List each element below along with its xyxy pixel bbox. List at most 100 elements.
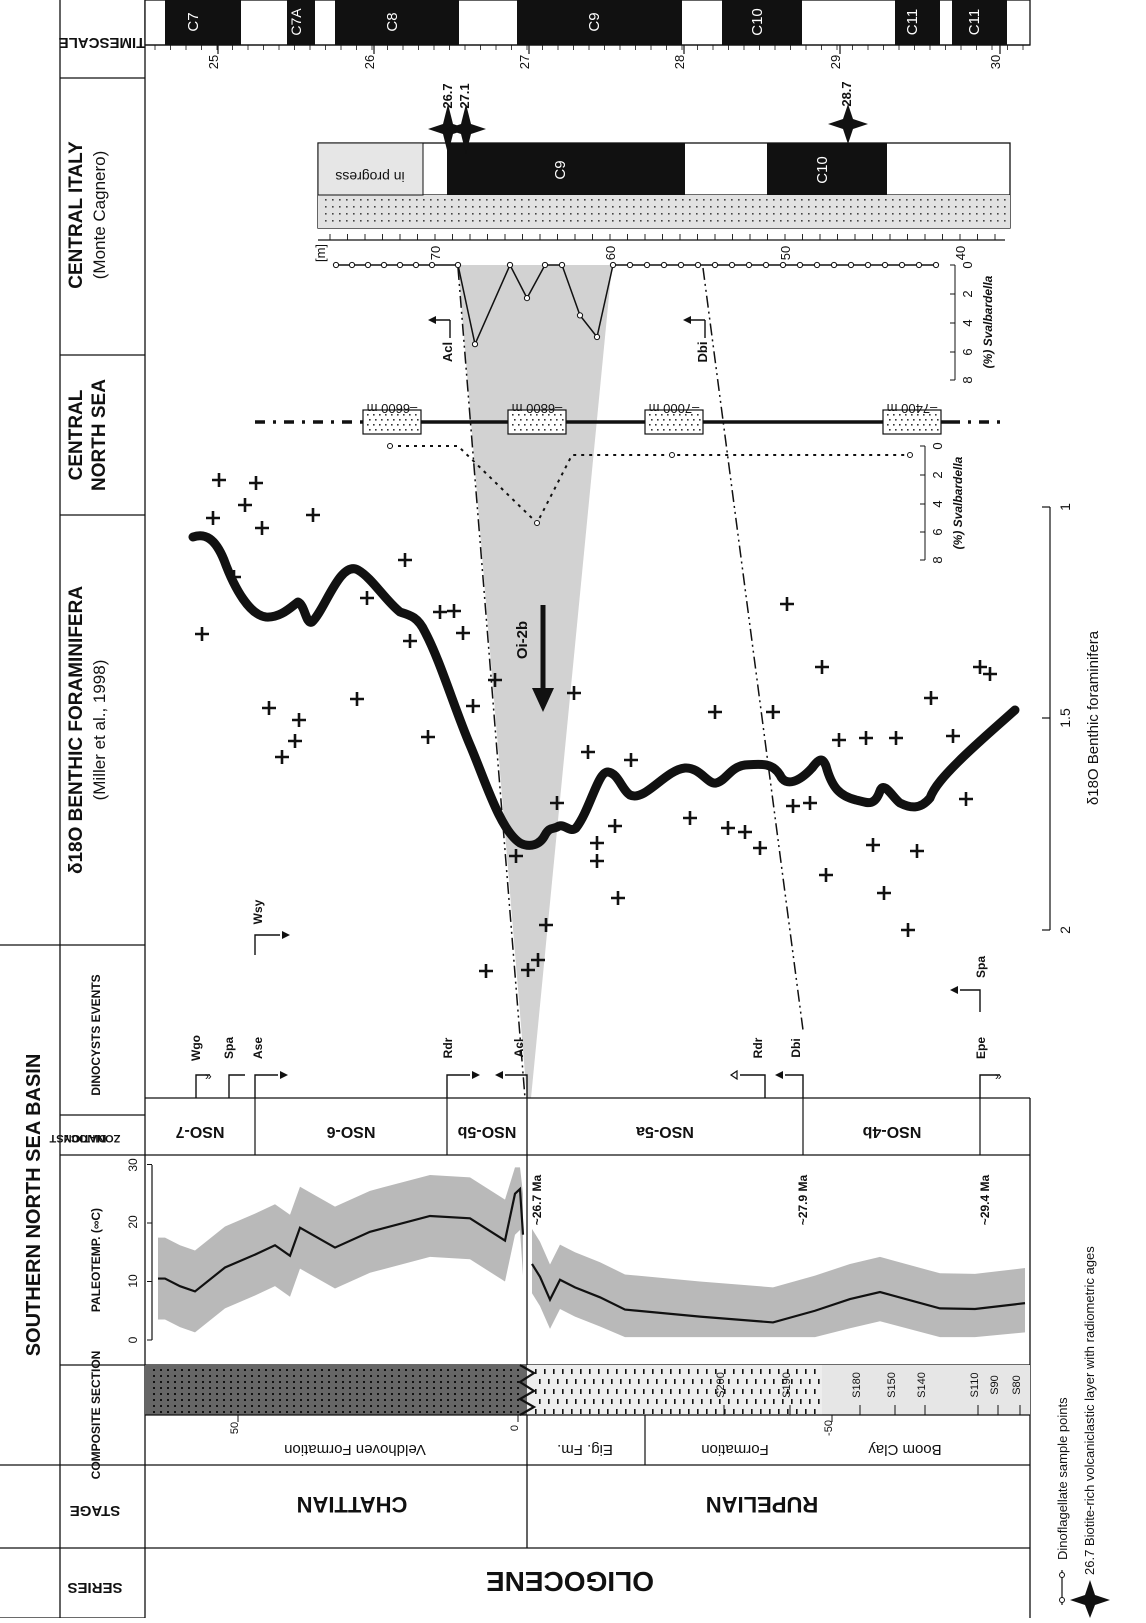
- paleotemp-curve: [531, 1263, 1026, 1324]
- dinocyst-zonation-header-line1: DINOCYST: [49, 1132, 106, 1144]
- dinocyst-event-label: Ase: [251, 1037, 265, 1059]
- sample-label: S150: [886, 1372, 898, 1398]
- chron-C11a-block: [895, 0, 940, 45]
- svalbardella-tick: 6: [930, 528, 945, 535]
- dinocyst-event-label: Spa: [974, 956, 988, 978]
- depth-tick-label: 60: [603, 246, 618, 260]
- sample-label: S190: [781, 1372, 793, 1398]
- paleotemp-uncertainty-band: [532, 1228, 1025, 1338]
- depth-axis: [329, 234, 996, 240]
- dinocyst-event-label: Epe: [974, 1037, 988, 1059]
- dinocyst-event-label: Wsy: [251, 899, 265, 924]
- radiometric-age-label: 26.7: [440, 83, 455, 108]
- timescale-header: TIMESCALE: [59, 34, 146, 51]
- correlation-lines: [457, 267, 804, 1099]
- svalbardella-tick: 2: [960, 290, 975, 297]
- svalbardella-tick: 2: [930, 471, 945, 478]
- age-tick-label: 30: [988, 55, 1003, 69]
- central-italy-header: CENTRAL ITALY: [66, 141, 87, 289]
- dinocyst-events-column: [195, 934, 1000, 1098]
- chron-C7-block: [165, 0, 241, 45]
- formation-label: Eig. Fm.: [557, 1441, 613, 1458]
- svalbardella-tick: 4: [960, 319, 975, 326]
- lithology-dots: [325, 199, 1006, 222]
- zone-label: NSO-5a: [636, 1123, 694, 1140]
- core-intervals: [362, 409, 942, 435]
- dinocyst-extinction-symbol: »: [205, 1069, 212, 1083]
- chron-label: C10: [749, 8, 766, 36]
- benthic-header: δ18O BENTHIC FORAMINIFERA: [66, 586, 87, 874]
- paleotemp-age-label: ~29.4 Ma: [978, 1174, 992, 1225]
- timescale-axis: [145, 44, 1030, 54]
- sample-label: S180: [851, 1372, 863, 1398]
- age-tick-label: 28: [672, 55, 687, 69]
- lower-frame: [145, 1097, 1031, 1618]
- chron-label: C11: [904, 9, 921, 35]
- zone-label: NSO-7: [175, 1123, 224, 1140]
- age-tick-label: 25: [206, 55, 221, 69]
- dinocyst-zonation-header-line2: ZONATION: [64, 1132, 121, 1144]
- core-depth-label: –7000 m: [649, 401, 700, 416]
- benthic-column: Oi-2b 1 1.5 2 δ18O Benthic foraminifera: [188, 473, 1102, 978]
- chron-label: C8: [384, 12, 401, 31]
- depth-tick-label: 70: [428, 246, 443, 260]
- central-italy-column: in progress C9 C10 [m] 70 60 50 40 26.7 …: [313, 81, 1011, 384]
- unconformity-zigzag: [517, 1364, 537, 1416]
- svalbardella-axis-italy: [950, 264, 955, 381]
- dinocyst-event-label: Spa: [222, 1037, 236, 1059]
- paleotemp-uncertainty-band: [158, 1167, 523, 1333]
- paleotemp-tick: 10: [126, 1274, 140, 1288]
- formation-label: Veldhoven Formation: [284, 1441, 426, 1458]
- composite-depth-tick: 0: [509, 1425, 521, 1431]
- formation-label: Boom Clay: [868, 1441, 942, 1458]
- paleotemp-age-label: ~26.7 Ma: [530, 1174, 544, 1225]
- paleotemp-axis: [147, 1164, 152, 1341]
- dinocyst-event-label: Rdr: [441, 1037, 455, 1058]
- oi-2b-label: Oi-2b: [514, 621, 531, 659]
- radiometric-age-label: 27.1: [457, 83, 472, 108]
- svalbardella-axis-north-sea: [920, 445, 925, 561]
- svalbardella-tick: 6: [960, 348, 975, 355]
- series-label: OLIGOCENE: [486, 1566, 654, 1597]
- benthic-subheader: (Miller et al., 1998): [90, 660, 109, 801]
- svalbardella-curve-north-sea: [387, 443, 913, 526]
- radiometric-age-star: [828, 104, 868, 144]
- central-italy-subheader: (Monte Cagnero): [90, 151, 109, 280]
- in-progress-label: in progress: [335, 169, 404, 185]
- dinocyst-event-label: Dbi: [789, 1038, 803, 1057]
- in-progress-block: [317, 142, 424, 196]
- svalbardella-axis-label: (%) Svalbardella: [951, 456, 965, 549]
- benthic-axis-tick: 1: [1057, 503, 1073, 511]
- paleotemp-column: 0 10 20 30 ~26.7 Ma ~27.9 Ma ~29.4 Ma: [126, 1158, 1026, 1343]
- central-north-sea-header-line1: CENTRAL: [66, 389, 87, 480]
- chron-C9-block: [517, 0, 682, 45]
- chron-C11b-block: [952, 0, 1007, 45]
- event-label: Acl: [440, 342, 455, 362]
- paleotemp-age-label: ~27.9 Ma: [796, 1174, 810, 1225]
- stage-header: STAGE: [70, 1502, 121, 1519]
- sample-tick-marks: [237, 1405, 1021, 1422]
- chron-C7A-block: [287, 0, 315, 45]
- sample-label: S90: [989, 1375, 1001, 1395]
- zone-label: NSO-6: [326, 1123, 375, 1140]
- dbi-correlation-line: [702, 267, 804, 1031]
- dinocyst-event-label: Rdr: [751, 1037, 765, 1058]
- age-tick-label: 26: [362, 55, 377, 69]
- formation-label: Formation: [701, 1441, 769, 1458]
- age-tick-label: 27: [517, 55, 532, 69]
- sample-label: S110: [969, 1373, 981, 1398]
- stage-series-columns: CHATTIAN RUPELIAN OLIGOCENE: [297, 1492, 819, 1597]
- svalbardella-tick: 0: [930, 442, 945, 449]
- zone-label: NSO-4b: [862, 1123, 921, 1140]
- paleotemp-tick: 30: [126, 1158, 140, 1172]
- benthic-axis-tick: 1.5: [1057, 708, 1073, 728]
- legend-star-icon: [1070, 1580, 1110, 1618]
- svalbardella-curve-italy: [332, 261, 940, 348]
- paleotemp-header: PALEOTEMP. (∞C): [89, 1208, 103, 1312]
- southern-north-sea-header: SOUTHERN NORTH SEA BASIN: [23, 1054, 45, 1357]
- polarity-label: C9: [552, 160, 569, 179]
- zone-label: NSO-5b: [457, 1123, 516, 1140]
- dinocyst-event-arrowheads: [280, 931, 958, 1081]
- sample-label: S140: [916, 1372, 928, 1398]
- chron-C8-block: [335, 0, 459, 45]
